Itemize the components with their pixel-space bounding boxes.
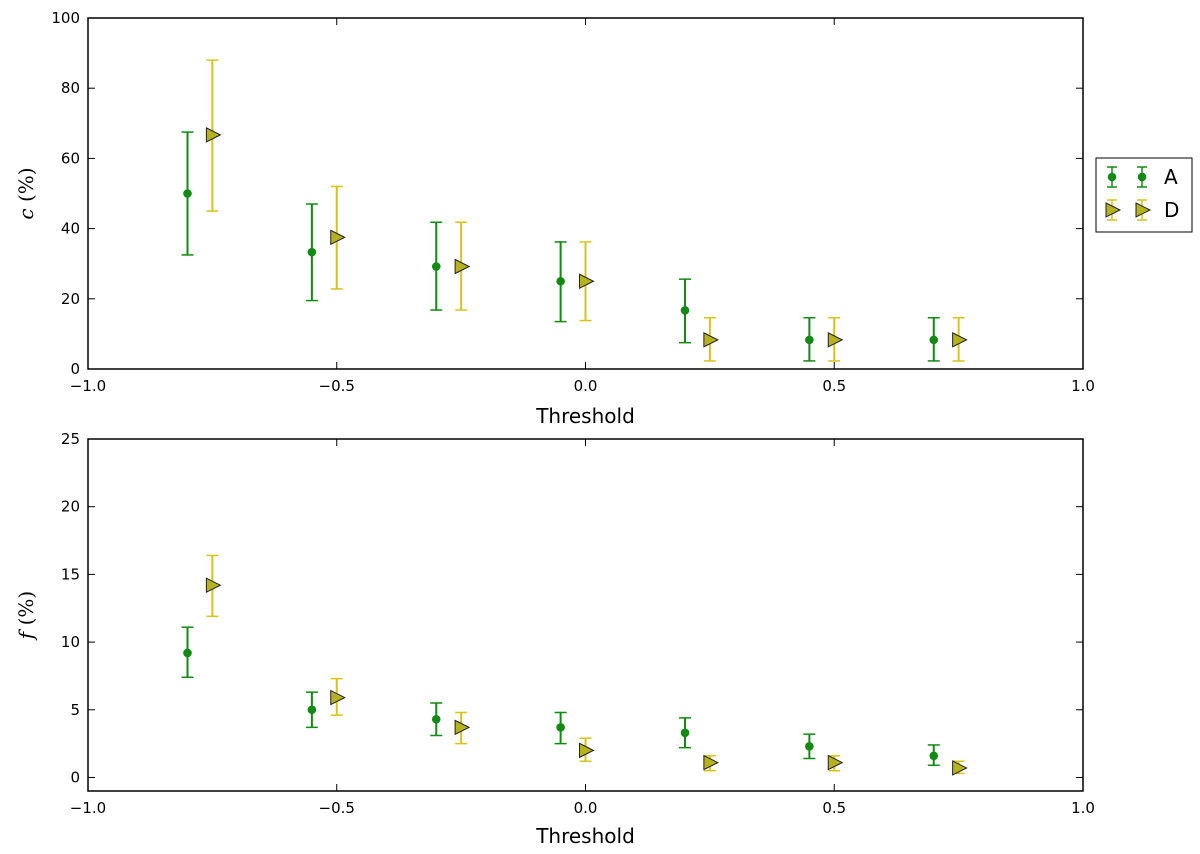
legend-marker (1135, 202, 1152, 218)
data-point (205, 577, 222, 594)
data-point (827, 332, 844, 348)
x-tick-label: −0.5 (319, 799, 355, 817)
x-tick-label: 1.0 (1071, 377, 1095, 395)
data-point (307, 247, 317, 257)
x-tick-label: 0.5 (822, 799, 846, 817)
series-A (181, 131, 940, 362)
y-tick-label: 15 (61, 565, 80, 583)
data-point (703, 754, 719, 771)
y-tick-label: 20 (61, 290, 80, 308)
y-tick-label: 0 (70, 768, 80, 786)
legend-marker (1105, 202, 1122, 218)
y-axis-unit: (%) (14, 167, 38, 208)
data-point (556, 723, 565, 732)
legend-entry-D: D (1105, 198, 1179, 222)
data-point (680, 728, 690, 738)
data-point (929, 751, 939, 761)
y-tick-label: 80 (61, 79, 80, 97)
y-axis-title: c (%) (14, 167, 38, 219)
x-tick-label: 0.0 (574, 799, 598, 817)
data-point (330, 229, 346, 246)
y-tick-label: 25 (61, 430, 80, 448)
y-tick-label: 5 (70, 701, 80, 719)
series-A (181, 626, 940, 767)
data-point (805, 742, 814, 751)
data-point (183, 648, 192, 658)
x-axis-title: Threshold (535, 404, 635, 428)
legend-label: D (1164, 198, 1179, 222)
y-tick-label: 0 (70, 360, 80, 378)
legend-marker (1137, 172, 1147, 182)
data-point (579, 273, 595, 290)
data-point (556, 276, 565, 286)
y-tick-label: 100 (51, 9, 80, 27)
x-tick-label: −0.5 (319, 377, 355, 395)
data-point (680, 306, 690, 315)
data-point (579, 742, 595, 759)
y-tick-label: 10 (61, 633, 80, 651)
x-tick-label: −1.0 (70, 799, 106, 817)
data-point (952, 332, 968, 348)
data-point (431, 714, 441, 724)
x-tick-label: 1.0 (1071, 799, 1095, 817)
x-tick-label: 0.0 (574, 377, 598, 395)
plot-panel-bottom: −1.0 −0.5 0.0 0.5 1.0 0 5 10 15 20 25 Threshold f (%… (14, 430, 1095, 848)
series-D (205, 554, 968, 776)
x-tick-label: −1.0 (70, 377, 106, 395)
legend-label: A (1164, 165, 1178, 189)
y-tick-label: 20 (61, 498, 80, 516)
data-point (205, 127, 222, 143)
y-tick-label: 60 (61, 149, 80, 167)
y-axis-unit: (%) (14, 591, 38, 632)
plot-panel-top: −1.0 −0.5 0.0 0.5 1.0 0 20 40 60 80 100 Threshold c … (14, 9, 1095, 428)
x-tick-label: 0.5 (822, 377, 846, 395)
y-axis-title: f (%) (14, 591, 38, 641)
y-axis-variable: c (14, 208, 38, 219)
data-point (183, 189, 192, 198)
data-point (952, 760, 968, 776)
data-point (454, 719, 471, 736)
data-point (431, 262, 441, 271)
x-axis-title: Threshold (535, 824, 635, 848)
y-tick-label: 40 (61, 220, 80, 238)
data-point (703, 332, 719, 348)
legend-marker (1107, 172, 1117, 182)
data-point (805, 335, 814, 345)
data-point (929, 335, 939, 345)
series-D (205, 59, 968, 362)
data-point (827, 754, 844, 771)
legend-entry-A: A (1107, 165, 1178, 189)
data-point (454, 258, 471, 275)
data-point (307, 705, 317, 715)
data-point (330, 689, 346, 706)
legend: AD (1095, 157, 1193, 233)
